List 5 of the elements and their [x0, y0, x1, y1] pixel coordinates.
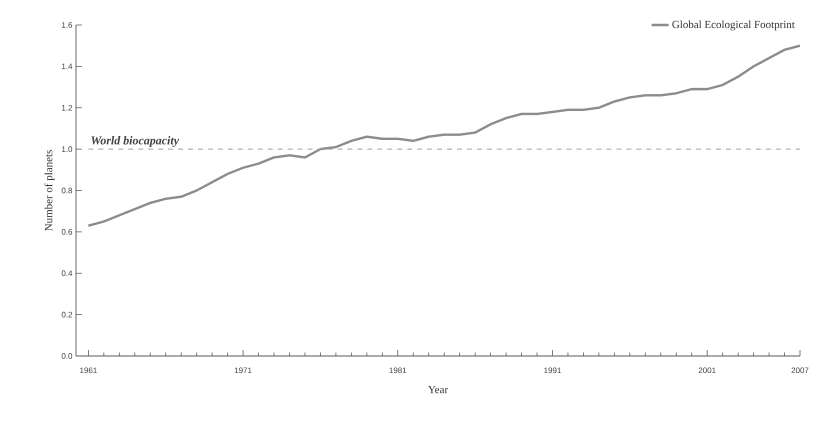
- legend-label: Global Ecological Footprint: [672, 20, 795, 30]
- x-axis-title: Year: [428, 386, 448, 394]
- line-series: [87, 44, 802, 227]
- y-axis-title: Number of planets: [44, 150, 55, 231]
- ref-line-label: World biocapacity: [91, 136, 180, 147]
